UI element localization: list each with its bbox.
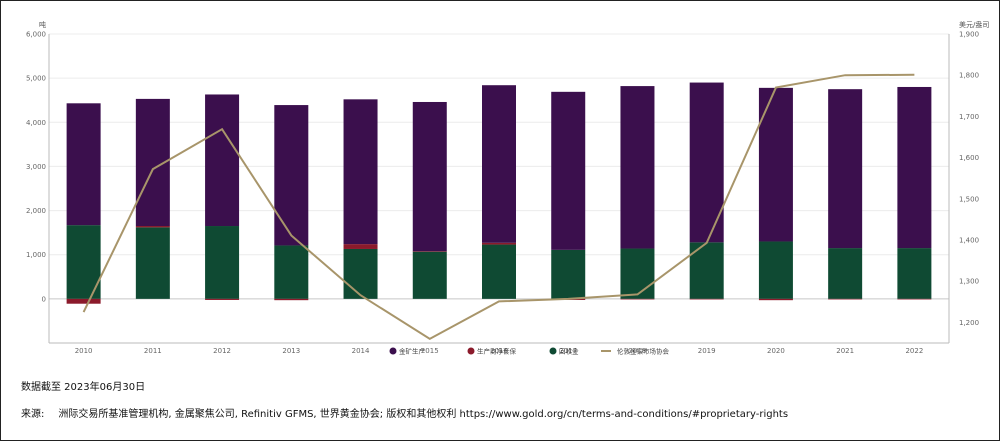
x-tick-label: 2012 bbox=[213, 347, 231, 355]
y-right-tick-label: 1,400 bbox=[959, 237, 979, 245]
y-right-tick-label: 1,800 bbox=[959, 72, 979, 80]
y-left-tick-label: 3,000 bbox=[26, 163, 46, 171]
y-right-tick-label: 1,700 bbox=[959, 113, 979, 121]
bar-producer-hedging bbox=[66, 298, 101, 304]
x-tick-label: 2015 bbox=[421, 347, 439, 355]
y-left-tick-label: 2,000 bbox=[26, 207, 46, 215]
legend-swatch bbox=[549, 347, 557, 355]
bar-producer-hedging bbox=[828, 298, 863, 300]
bar-recycling bbox=[274, 245, 309, 299]
bar-producer-hedging bbox=[205, 298, 240, 300]
x-tick-label: 2013 bbox=[282, 347, 300, 355]
y-left-unit: 吨 bbox=[39, 20, 46, 29]
legend-label: 伦敦金银市场协会 bbox=[617, 347, 670, 356]
x-tick-label: 2011 bbox=[144, 347, 162, 355]
bar-recycling bbox=[343, 248, 378, 299]
chart-svg: 吨 美元/盎司 6,000 5,000 4,000 3,000 2,000 1,000 0 1,9… bbox=[26, 20, 989, 356]
bar-recycling bbox=[551, 249, 586, 299]
bar-mine-production bbox=[758, 87, 793, 242]
bar-recycling bbox=[758, 241, 793, 299]
bar-mine-production bbox=[551, 91, 586, 250]
x-tick-label: 2016 bbox=[490, 347, 508, 355]
bar-recycling bbox=[205, 226, 240, 299]
bar-producer-hedging bbox=[343, 244, 378, 249]
line-lbma-price bbox=[82, 73, 915, 341]
x-tick-label: 2014 bbox=[352, 347, 370, 355]
bar-producer-hedging bbox=[689, 298, 724, 300]
bar-recycling bbox=[412, 251, 447, 299]
y-right-tick-label: 1,300 bbox=[959, 278, 979, 286]
bar-recycling bbox=[482, 244, 516, 299]
source-label: 来源: bbox=[21, 409, 45, 420]
bar-producer-hedging bbox=[482, 242, 516, 245]
x-tick-label: 2022 bbox=[905, 347, 923, 355]
bar-producer-hedging bbox=[897, 298, 932, 300]
x-tick-label: 2017 bbox=[559, 347, 577, 355]
source-text: 洲际交易所基准管理机构, 金属聚焦公司, Refinitiv GFMS, 世界黄… bbox=[58, 409, 789, 420]
x-tick-label: 2018 bbox=[629, 347, 647, 355]
legend-swatch bbox=[389, 347, 397, 355]
bar-producer-hedging bbox=[620, 298, 655, 300]
bar-mine-production bbox=[482, 85, 516, 243]
legend-label: 金矿生产 bbox=[399, 347, 426, 356]
bar-mine-production bbox=[412, 101, 447, 252]
bar-producer-hedging bbox=[274, 298, 309, 301]
bar-mine-production bbox=[274, 105, 309, 246]
legend-label: 回收金 bbox=[559, 347, 579, 356]
bar-mine-production bbox=[897, 86, 932, 249]
bar-mine-production bbox=[205, 94, 240, 227]
y-right-tick-label: 1,900 bbox=[959, 31, 979, 39]
as-of-date: 数据截至 2023年06月30日 bbox=[21, 382, 146, 393]
y-right-tick-label: 1,500 bbox=[959, 195, 979, 203]
legend-label: 生产商净套保 bbox=[477, 347, 517, 356]
y-left-tick-label: 0 bbox=[42, 295, 46, 303]
bar-recycling bbox=[828, 248, 863, 299]
bar-producer-hedging bbox=[758, 298, 793, 301]
y-left-tick-label: 6,000 bbox=[26, 31, 46, 39]
bar-mine-production bbox=[66, 103, 101, 226]
source-note: 来源: 洲际交易所基准管理机构, 金属聚焦公司, Refinitiv GFMS, … bbox=[21, 405, 788, 420]
bar-mine-production bbox=[620, 86, 655, 249]
y-right-unit: 美元/盎司 bbox=[959, 20, 989, 29]
bar-producer-hedging bbox=[412, 251, 447, 252]
y-left-tick-label: 5,000 bbox=[26, 75, 46, 83]
bar-mine-production bbox=[343, 99, 378, 245]
bar-producer-hedging bbox=[135, 226, 170, 228]
y-left-tick-label: 1,000 bbox=[26, 251, 46, 259]
x-tick-label: 2021 bbox=[836, 347, 854, 355]
bar-recycling bbox=[135, 227, 170, 299]
y-right-tick-label: 1,200 bbox=[959, 319, 979, 327]
bar-recycling bbox=[897, 248, 932, 299]
x-tick-label: 2020 bbox=[767, 347, 785, 355]
x-tick-label: 2019 bbox=[698, 347, 716, 355]
bar-mine-production bbox=[828, 89, 863, 249]
y-right-tick-label: 1,600 bbox=[959, 154, 979, 162]
x-tick-label: 2010 bbox=[75, 347, 93, 355]
y-left-tick-label: 4,000 bbox=[26, 119, 46, 127]
legend-swatch bbox=[467, 347, 475, 355]
bar-recycling bbox=[620, 248, 655, 299]
